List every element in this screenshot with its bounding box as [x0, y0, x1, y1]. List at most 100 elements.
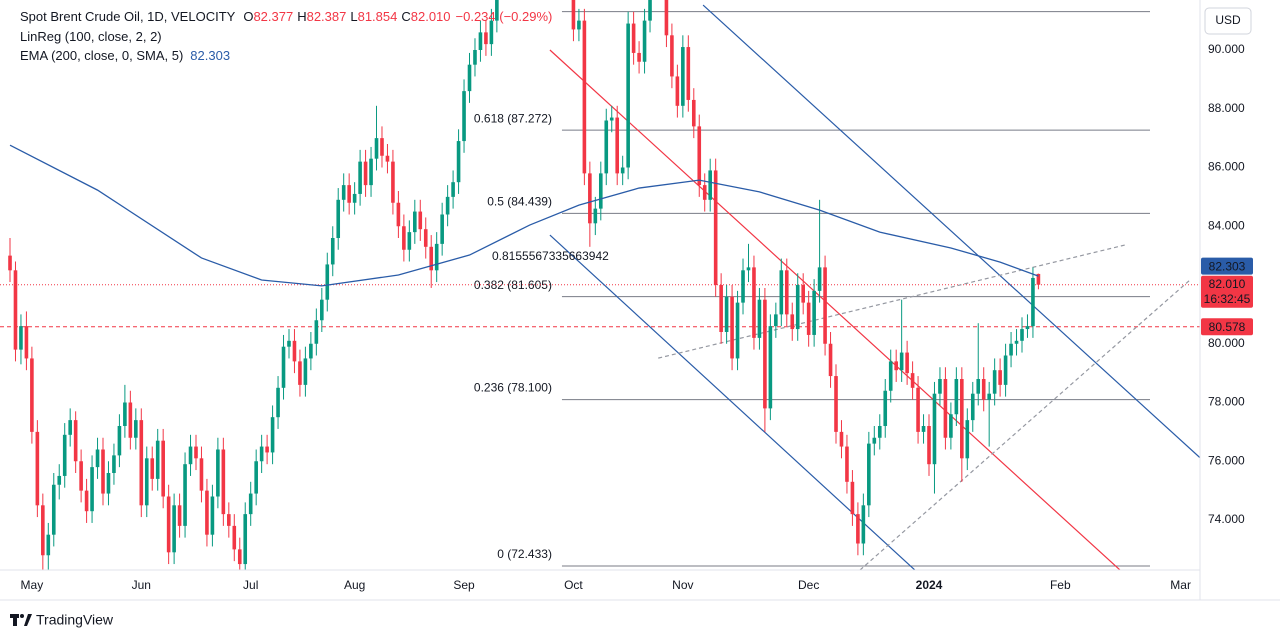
candle-body: [927, 426, 931, 465]
candle-body: [320, 299, 324, 321]
last-price-badge: [1201, 275, 1253, 308]
ohlc-value: 81.854: [358, 9, 398, 24]
candle-body: [670, 35, 674, 77]
candle-body: [259, 446, 264, 462]
candle-body: [347, 185, 351, 203]
candle-body: [719, 285, 723, 333]
candle-body: [981, 379, 986, 400]
candle-body: [445, 196, 450, 215]
candle-body: [823, 267, 827, 344]
indicator-legend: EMA (200, close, 0, SMA, 5) 82.303: [20, 48, 230, 63]
candle-body: [35, 431, 40, 506]
candle-body: [894, 361, 898, 371]
x-tick-label: May: [21, 578, 44, 592]
candle-body: [489, 20, 494, 45]
candle-body: [139, 420, 144, 506]
candle-body: [456, 141, 461, 183]
candle-body: [117, 426, 122, 456]
x-tick-label: Feb: [1050, 578, 1071, 592]
candle-body: [24, 326, 29, 359]
ohlc-value: 82.377: [253, 9, 293, 24]
candle-body: [834, 376, 838, 432]
candle-body: [752, 267, 756, 338]
x-tick-label: Aug: [344, 578, 365, 592]
candle-body: [144, 458, 149, 506]
candle-body: [609, 117, 614, 121]
candle-body: [429, 246, 434, 271]
candle-body: [899, 352, 904, 371]
candle-body: [314, 320, 319, 344]
candle-body: [604, 120, 609, 174]
candle-body: [708, 170, 713, 200]
candle-body: [686, 47, 691, 100]
candle-body: [817, 267, 822, 291]
brand: TradingView: [36, 612, 114, 628]
candle-body: [41, 505, 45, 556]
candle-body: [795, 285, 800, 330]
candle-body: [691, 99, 696, 127]
candle-body: [932, 393, 937, 465]
currency[interactable]: USD: [1215, 13, 1241, 27]
candle-body: [954, 379, 959, 415]
currency-box[interactable]: [1204, 7, 1252, 35]
candle-body: [106, 473, 111, 494]
candle-body: [462, 91, 466, 142]
candle-body: [877, 426, 882, 438]
trend-line: [859, 279, 1191, 570]
candle-body: [998, 370, 1002, 385]
x-tick-label: Dec: [798, 578, 819, 592]
y-tick-label: 74.000: [1208, 512, 1245, 526]
candle-body: [194, 446, 198, 459]
symbol: Spot Brent Crude Oil, 1D, VELOCITY: [20, 9, 236, 24]
candle-body: [292, 340, 297, 362]
x-tick-label: 2024: [916, 578, 943, 592]
candle-body: [648, 0, 652, 21]
candle-body: [309, 343, 313, 359]
candle-body: [172, 505, 176, 553]
candle-body: [850, 481, 855, 515]
x-tick-label: Jul: [243, 578, 258, 592]
candle-body: [949, 414, 953, 438]
candle-body: [30, 358, 34, 432]
candle-body: [593, 208, 598, 224]
candle-body: [248, 493, 253, 515]
candle-body: [73, 420, 78, 462]
candle-body: [626, 23, 630, 168]
candle-body: [467, 64, 472, 92]
candle-body: [478, 32, 483, 50]
ohlc-label: L: [350, 9, 357, 24]
candle-body: [992, 370, 997, 394]
candle-body: [51, 484, 56, 535]
candle-body: [806, 302, 811, 335]
candle-body: [221, 449, 226, 515]
ohlc-value: 82.387: [307, 9, 347, 24]
candle-body: [8, 255, 12, 271]
candle-body: [123, 402, 127, 427]
candle-body: [883, 390, 888, 427]
candle-body: [254, 461, 258, 494]
ema-badge-label: 82.303: [1209, 259, 1246, 273]
y-tick-label: 76.000: [1208, 453, 1245, 467]
candle-body: [960, 379, 964, 459]
candle-body: [330, 237, 335, 265]
candle-body: [62, 434, 67, 476]
candle-body: [620, 167, 625, 174]
candle-body: [1014, 340, 1019, 344]
candle-body: [867, 443, 871, 506]
candle-body: [68, 420, 72, 435]
candle-body: [713, 170, 718, 285]
change: −0.234 (−0.29%): [456, 9, 553, 24]
candle-body: [13, 270, 18, 350]
candle-body: [631, 23, 636, 53]
candle-body: [812, 290, 816, 335]
candle-body: [352, 193, 357, 203]
ohlc-label: H: [297, 9, 306, 24]
candle-body: [763, 299, 767, 409]
candle-body: [1031, 277, 1035, 327]
candle-body: [856, 514, 860, 544]
candle-body: [1025, 326, 1030, 330]
candle-body: [380, 138, 384, 156]
candle-body: [473, 49, 477, 65]
trend-line: [549, 49, 1121, 570]
